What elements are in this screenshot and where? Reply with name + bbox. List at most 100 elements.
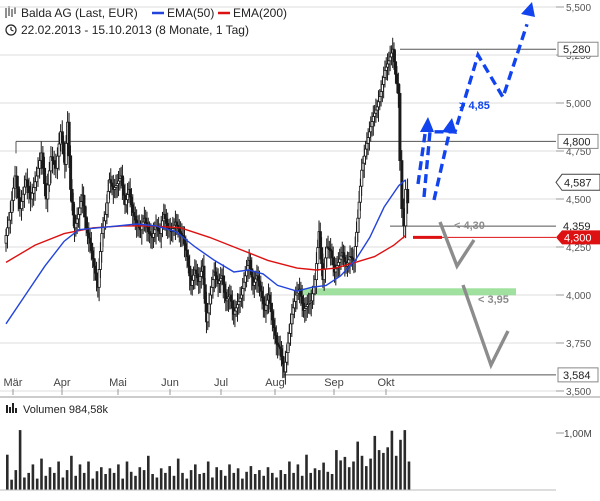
time-x-axis: Mär Apr Mai Jun Jul Aug Sep Okt <box>4 377 395 395</box>
level-value: 4,359 <box>563 221 591 233</box>
projection-down-1 <box>438 221 476 270</box>
level-label-4: 4,300 <box>556 230 600 245</box>
candle-body <box>404 188 408 227</box>
volume-bar-84 <box>365 466 368 490</box>
volume-bar-61 <box>266 467 270 490</box>
volume-bar-48 <box>211 477 214 490</box>
volume-bar-31 <box>138 467 142 490</box>
volume-bar-62 <box>271 472 274 490</box>
candle-body <box>33 181 37 188</box>
level-badge-box <box>557 41 599 57</box>
candle-body <box>10 199 14 213</box>
volume-bar-76 <box>330 474 334 490</box>
level-value: 3,584 <box>563 370 591 382</box>
volume-bar-23 <box>104 474 107 490</box>
candle-body <box>36 167 40 177</box>
candle-body <box>56 155 60 169</box>
volume-bar-27 <box>121 478 124 490</box>
chart-title: Balda AG (Last, EUR) <box>21 6 138 20</box>
projection-up-alt-arrow <box>416 133 427 185</box>
projection-down-2 <box>461 284 510 370</box>
projection-up-second-leg <box>432 133 451 201</box>
volume-bar-21 <box>95 471 99 490</box>
volume-bar-13 <box>61 477 65 490</box>
volume-bar-47 <box>206 461 210 490</box>
volume-icon <box>6 403 17 413</box>
volume-bar-35 <box>155 477 159 490</box>
volume-bar-42 <box>185 478 189 490</box>
volume-bar-50 <box>219 470 223 490</box>
volume-bar-33 <box>147 455 150 490</box>
volume-bar-28 <box>125 461 129 490</box>
candle-body <box>41 152 45 169</box>
candle-body <box>400 160 404 210</box>
candle-icon <box>5 6 16 18</box>
volume-bar-30 <box>134 475 137 491</box>
volume-bar-90 <box>390 430 394 490</box>
candle-body <box>12 187 16 201</box>
clock-icon <box>5 24 17 36</box>
volume-bar-20 <box>91 478 95 490</box>
volume-bar-83 <box>360 455 364 490</box>
volume-bar-17 <box>78 464 82 491</box>
volume-bar-12 <box>57 461 60 490</box>
volume-bar-73 <box>318 470 321 490</box>
volume-tick-1m: 1,00M <box>564 429 592 440</box>
volume-bar-68 <box>296 464 300 491</box>
candle-body <box>6 227 10 236</box>
volume-bar-8 <box>40 458 43 490</box>
volume-bar-60 <box>262 475 265 491</box>
volume-bar-86 <box>373 435 377 490</box>
price-candle-300 <box>406 178 410 214</box>
scenario-projections: > 4,85 < 4,30 < 3,95 <box>416 2 535 370</box>
x-tick-label-4: Jul <box>214 377 228 389</box>
candle-body <box>32 187 36 194</box>
volume-bar-46 <box>202 472 206 490</box>
y-tick-label-1: 3,750 <box>566 339 591 350</box>
volume-bar-53 <box>232 472 236 490</box>
price-candle-31 <box>52 150 56 176</box>
candle-body <box>398 93 402 161</box>
annotation-below-430: < 4,30 <box>454 220 485 232</box>
ema200-legend-label: EMA(200) <box>233 6 287 20</box>
volume-bar-26 <box>117 464 120 491</box>
annotation-above-485: > 4,85 <box>459 100 490 112</box>
candle-body <box>51 156 55 161</box>
x-tick-label-6: Sep <box>324 377 344 389</box>
volume-bar-94 <box>407 461 411 490</box>
projection-up-alt-arrowhead-1 <box>420 117 434 132</box>
volume-bar-43 <box>189 470 193 490</box>
candle-body <box>47 170 51 186</box>
volume-bar-32 <box>142 470 146 490</box>
candle-body <box>67 121 71 157</box>
y-tick-label-4: 4,500 <box>566 195 591 206</box>
volume-bar-66 <box>288 461 291 490</box>
volume-bar-34 <box>151 474 154 490</box>
volume-bar-37 <box>164 472 167 490</box>
level-label-1: 4,800 <box>557 133 599 149</box>
level-badge-box <box>557 367 599 383</box>
level-badge-current <box>555 173 600 191</box>
level-label-0: 5,280 <box>557 41 599 57</box>
volume-bar-88 <box>382 452 385 490</box>
volume-bar-45 <box>198 474 201 490</box>
volume-bar-3 <box>18 430 22 490</box>
volume-bar-57 <box>249 466 253 490</box>
level-label-3: 4,359 <box>558 219 598 234</box>
volume-bar-67 <box>292 472 295 490</box>
volume-bar-29 <box>129 471 133 490</box>
volume-bar-78 <box>339 460 342 490</box>
candle-body <box>46 184 50 200</box>
candle-body <box>4 235 8 244</box>
price-candle-296 <box>398 84 402 171</box>
level-badge-red <box>556 230 600 245</box>
candle-body <box>7 219 11 229</box>
volume-bar-56 <box>245 471 248 490</box>
candle-body <box>38 160 42 169</box>
volume-bar-2 <box>14 470 18 490</box>
volume-bar-59 <box>258 470 261 490</box>
volume-bars <box>0 430 556 491</box>
reference-level-lines <box>15 48 556 376</box>
volume-bar-9 <box>44 475 48 491</box>
